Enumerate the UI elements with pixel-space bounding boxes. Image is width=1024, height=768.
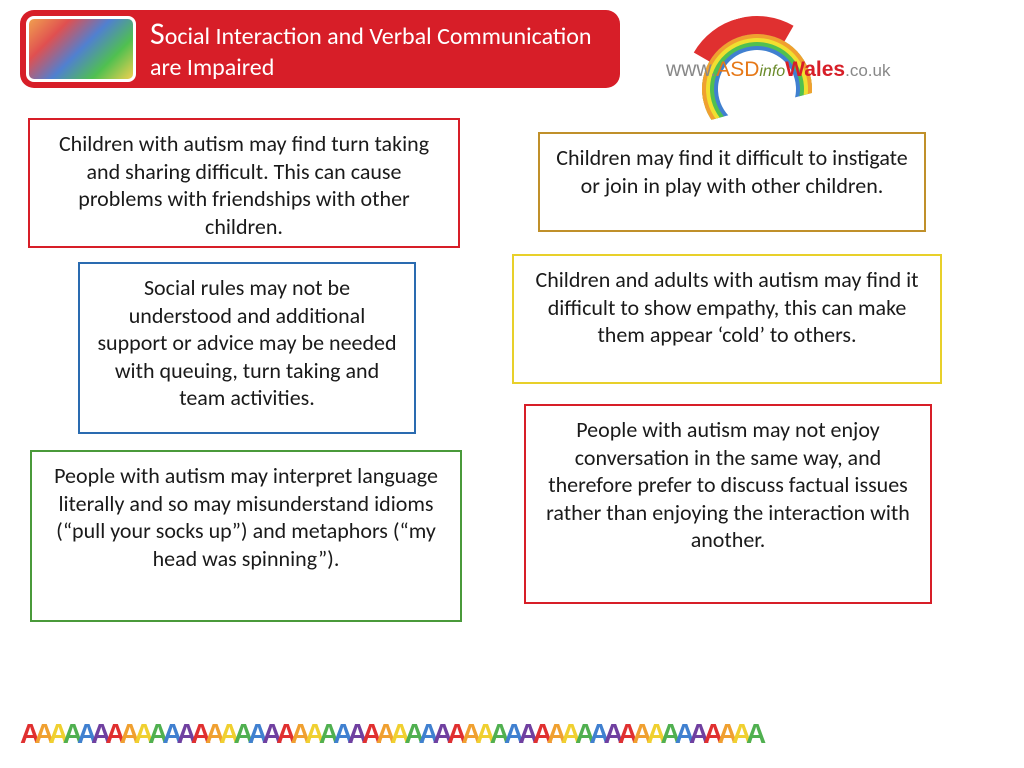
header-banner: Social Interaction and Verbal Communicat… xyxy=(20,10,620,88)
header-thumbnail xyxy=(26,16,136,82)
info-box-4: People with autism may interpret languag… xyxy=(30,450,462,622)
logo-info: info xyxy=(759,63,785,80)
footer-pattern: AAAAAAAAAAAAAAAAAAAAAAAAAAAAAAAAAAAAAAAA… xyxy=(20,718,1004,752)
info-box-0: Children with autism may find turn takin… xyxy=(28,118,460,248)
logo-text: www.ASDinfoWales.co.uk xyxy=(666,58,890,82)
info-box-3: Children and adults with autism may find… xyxy=(512,254,942,384)
logo-asd: ASD xyxy=(716,58,759,81)
logo-wales: Wales xyxy=(785,58,845,81)
logo-suffix: .co.uk xyxy=(845,61,890,80)
info-box-2: Social rules may not be understood and a… xyxy=(78,262,416,434)
title-rest: ocial Interaction and Verbal Communicati… xyxy=(150,22,591,81)
info-box-5: People with autism may not enjoy convers… xyxy=(524,404,932,604)
title-initial: S xyxy=(150,14,165,53)
logo-prefix: www. xyxy=(666,58,716,81)
logo-area: www.ASDinfoWales.co.uk xyxy=(656,18,996,88)
info-box-1: Children may find it difficult to instig… xyxy=(538,132,926,232)
header-title: Social Interaction and Verbal Communicat… xyxy=(136,15,614,82)
